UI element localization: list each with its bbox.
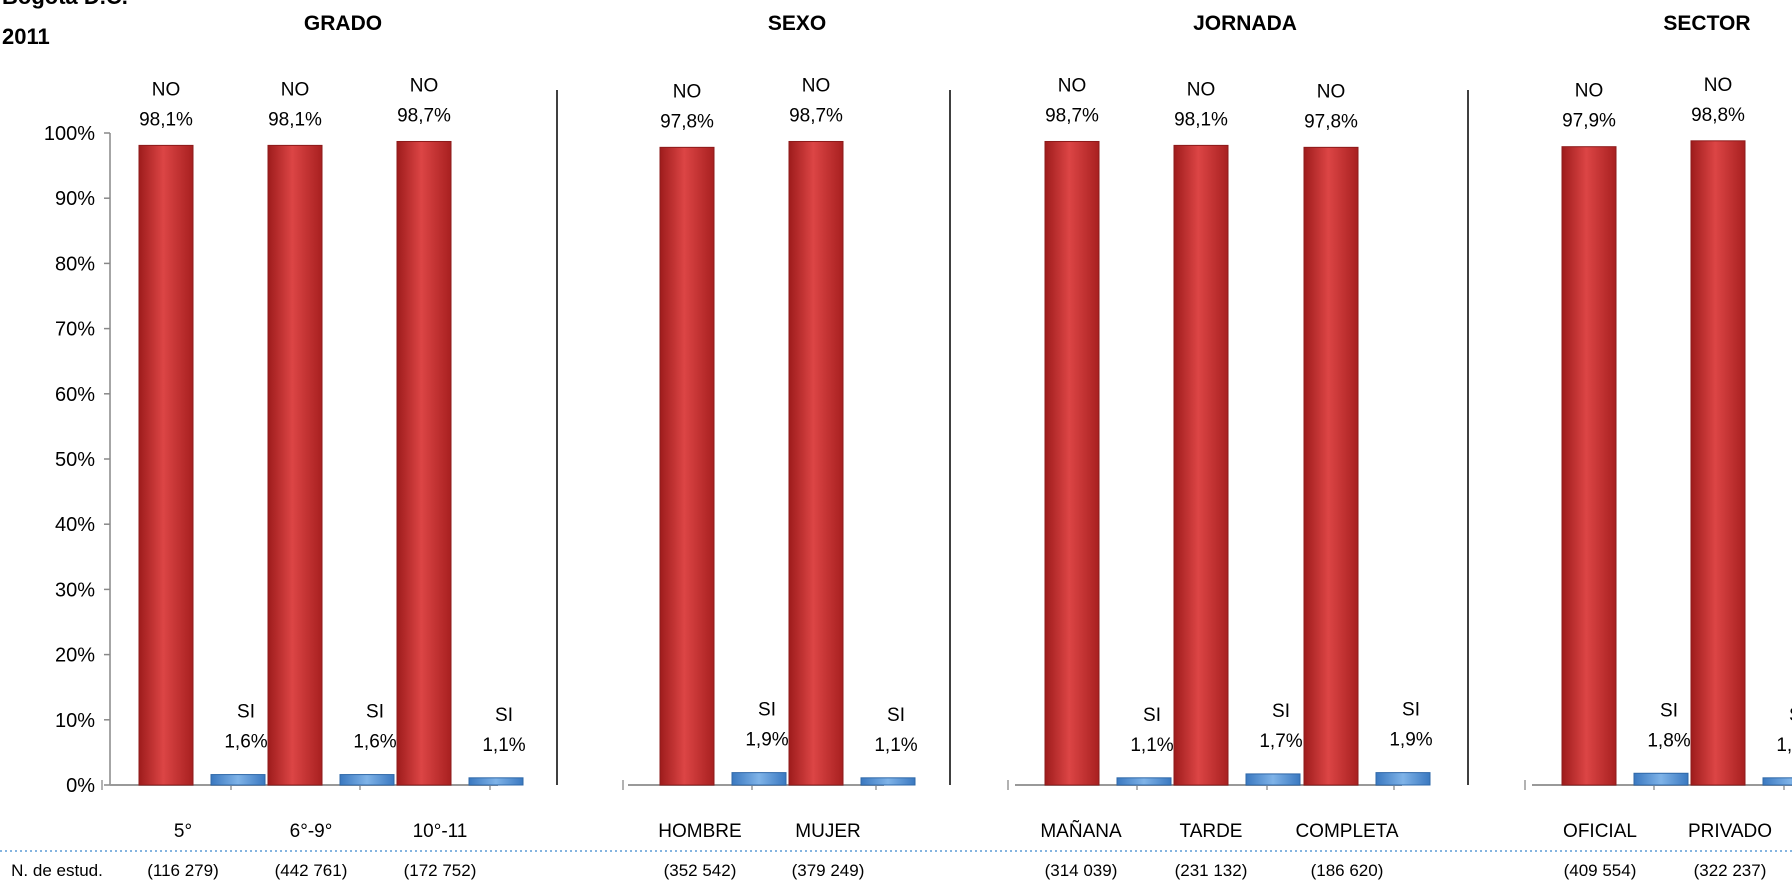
- bar-si-value-label: 1,8%: [1647, 730, 1690, 751]
- bar-no-value-label: 97,8%: [1304, 111, 1358, 132]
- bar-si: [1633, 772, 1689, 786]
- category-label: 5°: [174, 821, 192, 842]
- group-title: GRADO: [304, 12, 382, 35]
- y-tick-label: 50%: [55, 449, 95, 471]
- group-title: SECTOR: [1663, 12, 1750, 35]
- bar-no-value-label: 98,7%: [397, 105, 451, 126]
- bar-no: [659, 146, 715, 786]
- bar-no-series-label: NO: [1058, 75, 1087, 96]
- bar-no-series-label: NO: [1187, 79, 1216, 100]
- bar-no-value-label: 98,1%: [268, 109, 322, 130]
- bar-no: [1690, 140, 1746, 786]
- student-count-label: (379 249): [792, 861, 865, 880]
- bar-si-series-label: SI: [1660, 700, 1678, 721]
- bar-si: [731, 772, 787, 786]
- category-label: HOMBRE: [658, 821, 741, 842]
- bar-no-value-label: 98,8%: [1691, 105, 1745, 126]
- bar-si-series-label: SI: [1789, 705, 1792, 726]
- group-title: JORNADA: [1193, 12, 1297, 35]
- bar-no: [396, 140, 452, 786]
- bar-si: [339, 774, 395, 786]
- bar-si-value-label: 1,7%: [1259, 731, 1302, 752]
- bar-si: [1762, 777, 1792, 786]
- student-count-label: (352 542): [664, 861, 737, 880]
- bar-si-value-label: 1,6%: [224, 732, 267, 753]
- bar-no: [267, 144, 323, 786]
- bar-no-value-label: 97,8%: [660, 111, 714, 132]
- group-title: SEXO: [768, 12, 826, 35]
- bar-si: [1245, 773, 1301, 786]
- bar-si-series-label: SI: [758, 700, 776, 721]
- bar-no-value-label: 97,9%: [1562, 111, 1616, 132]
- bar-si-series-label: SI: [237, 702, 255, 723]
- student-count-label: (442 761): [275, 861, 348, 880]
- bar-no: [1044, 140, 1100, 786]
- category-label: MAÑANA: [1040, 820, 1122, 842]
- bar-si-value-label: 1,1%: [874, 735, 917, 756]
- bar-si: [860, 777, 916, 786]
- y-tick-label: 40%: [55, 514, 95, 536]
- bar-no: [1303, 146, 1359, 786]
- bar-no-value-label: 98,1%: [1174, 109, 1228, 130]
- bar-no-series-label: NO: [673, 81, 702, 102]
- student-count-label: (172 752): [404, 861, 477, 880]
- student-count-label: (186 620): [1311, 861, 1384, 880]
- category-label: PRIVADO: [1688, 821, 1772, 842]
- category-label: MUJER: [795, 821, 860, 842]
- bar-no-series-label: NO: [1704, 75, 1733, 96]
- bar-si-value-label: 1,1%: [1130, 735, 1173, 756]
- category-label: OFICIAL: [1563, 821, 1637, 842]
- student-count-label: (314 039): [1045, 861, 1118, 880]
- bar-no-series-label: NO: [802, 75, 831, 96]
- bar-si-value-label: 1,1%: [1776, 735, 1792, 756]
- y-tick-label: 0%: [66, 775, 95, 797]
- y-tick-label: 100%: [44, 123, 95, 145]
- bar-no: [788, 140, 844, 786]
- bar-si-value-label: 1,9%: [1389, 730, 1432, 751]
- y-tick-label: 20%: [55, 645, 95, 667]
- bar-si-value-label: 1,1%: [482, 735, 525, 756]
- bar-si-series-label: SI: [1272, 701, 1290, 722]
- n-students-label: N. de estud.: [11, 861, 103, 880]
- bar-no-series-label: NO: [1575, 81, 1604, 102]
- student-count-label: (409 554): [1564, 861, 1637, 880]
- bar-si-value-label: 1,9%: [745, 730, 788, 751]
- bar-no: [1173, 144, 1229, 786]
- bar-no-value-label: 98,7%: [1045, 105, 1099, 126]
- y-tick-label: 60%: [55, 384, 95, 406]
- bar-no-series-label: NO: [152, 79, 181, 100]
- category-label: COMPLETA: [1295, 821, 1398, 842]
- chart-title-line-1: Bogotá D.C.: [2, 0, 128, 9]
- chart-title-line-2: 2011: [2, 24, 50, 49]
- bar-si: [210, 774, 266, 786]
- bar-si-value-label: 1,6%: [353, 732, 396, 753]
- bar-si-series-label: SI: [1143, 705, 1161, 726]
- y-tick-label: 90%: [55, 188, 95, 210]
- bar-no-series-label: NO: [410, 75, 439, 96]
- bar-no: [138, 144, 194, 786]
- bar-si-series-label: SI: [366, 702, 384, 723]
- bar-no-value-label: 98,7%: [789, 105, 843, 126]
- category-label: TARDE: [1180, 821, 1243, 842]
- student-count-label: (116 279): [147, 861, 219, 880]
- bar-no-series-label: NO: [281, 79, 310, 100]
- student-count-label: (322 237): [1694, 861, 1767, 880]
- y-tick-label: 30%: [55, 579, 95, 601]
- y-tick-label: 10%: [55, 710, 95, 732]
- bar-si: [1375, 772, 1431, 786]
- bar-si: [468, 777, 524, 786]
- y-tick-label: 70%: [55, 319, 95, 341]
- bar-no-value-label: 98,1%: [139, 109, 193, 130]
- bar-no: [1561, 146, 1617, 786]
- bar-no-series-label: NO: [1317, 81, 1346, 102]
- y-tick-label: 80%: [55, 253, 95, 275]
- student-count-label: (231 132): [1175, 861, 1248, 880]
- bar-si-series-label: SI: [495, 705, 513, 726]
- bar-si-series-label: SI: [887, 705, 905, 726]
- category-label: 6°-9°: [290, 821, 333, 842]
- bar-si-series-label: SI: [1402, 700, 1420, 721]
- category-label: 10°-11: [413, 821, 468, 842]
- bar-si: [1116, 777, 1172, 786]
